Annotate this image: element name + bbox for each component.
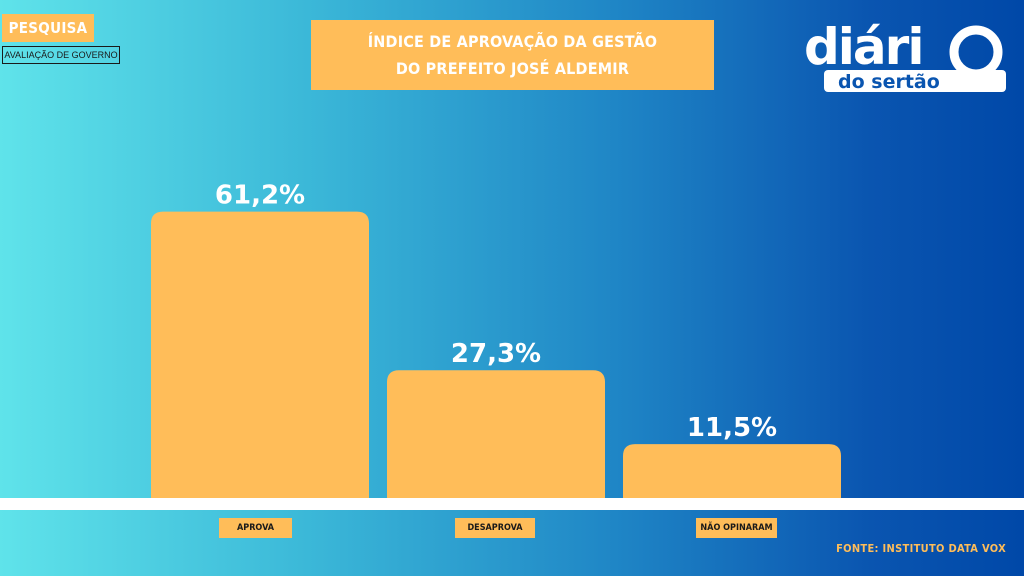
- logo-word-diario: diári: [804, 18, 922, 76]
- chart-title-line-1: ÍNDICE DE APROVAÇÃO DA GESTÃO: [367, 32, 658, 51]
- value-label-nao-opinaram: 11,5%: [687, 413, 777, 443]
- diario-do-sertao-logo: diári do sertão: [804, 18, 1006, 93]
- survey-subbadge: AVALIAÇÃO DE GOVERNO: [2, 46, 120, 64]
- category-label-nao-opinaram: NÃO OPINARAM: [696, 518, 777, 538]
- value-label-desaprova: 27,3%: [451, 339, 541, 369]
- value-label-aprova: 61,2%: [215, 181, 305, 211]
- category-label-aprova: APROVA: [219, 518, 292, 538]
- logo-ribbon: [824, 70, 1006, 92]
- chart-baseline: [0, 498, 1024, 510]
- logo-word-sertao: do sertão: [838, 71, 940, 93]
- bar-desaprova: [387, 370, 605, 498]
- category-label-desaprova: DESAPROVA: [455, 518, 535, 538]
- survey-badge: PESQUISA: [2, 14, 94, 42]
- bar-aprova: [151, 211, 369, 499]
- bar-nao-opinaram: [623, 444, 841, 498]
- source-note: FONTE: INSTITUTO DATA VOX: [836, 542, 1006, 555]
- chart-title-line-2: DO PREFEITO JOSÉ ALDEMIR: [395, 59, 630, 78]
- chart-title: ÍNDICE DE APROVAÇÃO DA GESTÃO DO PREFEIT…: [311, 20, 714, 90]
